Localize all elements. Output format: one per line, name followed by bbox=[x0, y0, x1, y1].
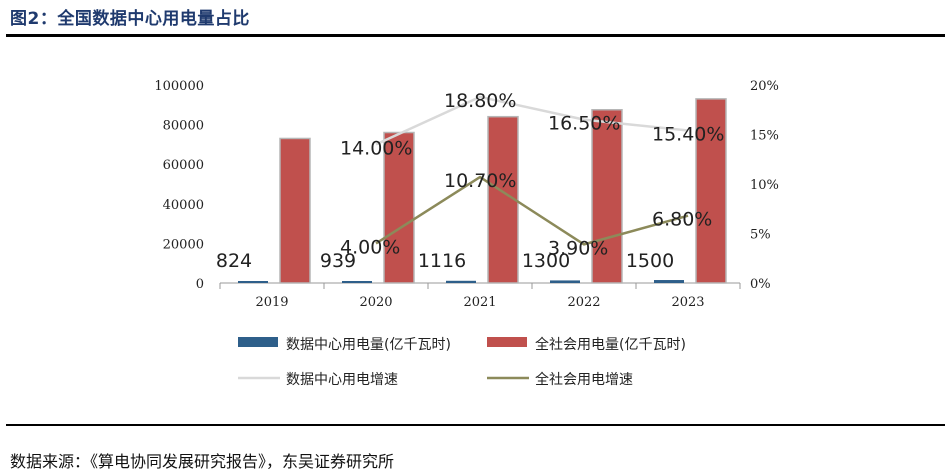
y-right-tick-label: 0% bbox=[750, 277, 771, 292]
top-rule bbox=[6, 34, 945, 37]
legend-swatch bbox=[238, 337, 278, 347]
total-bar bbox=[279, 137, 311, 284]
total-growth-label: 10.70% bbox=[444, 170, 516, 192]
datacenter-value-label: 1500 bbox=[626, 250, 674, 272]
datacenter-growth-line bbox=[375, 95, 689, 146]
legend-label: 数据中心用电增速 bbox=[286, 372, 398, 388]
x-tick-label: 2021 bbox=[463, 295, 496, 310]
legend-swatch bbox=[487, 337, 527, 347]
datacenter-value-label: 1300 bbox=[522, 250, 570, 272]
y-left-tick-label: 20000 bbox=[163, 237, 204, 252]
total-growth-label: 4.00% bbox=[340, 236, 400, 258]
legend-label: 数据中心用电量(亿千瓦时) bbox=[286, 337, 451, 353]
datacenter-value-label: 1116 bbox=[418, 250, 466, 272]
datacenter-bar bbox=[238, 281, 268, 283]
source-note: 数据来源：《算电协同发展研究报告》，东吴证券研究所 bbox=[10, 452, 395, 471]
total-bar bbox=[695, 98, 727, 284]
x-tick-label: 2022 bbox=[567, 295, 600, 310]
y-left-tick-label: 60000 bbox=[163, 158, 204, 173]
y-left-tick-label: 80000 bbox=[163, 119, 204, 134]
x-tick-label: 2019 bbox=[255, 295, 288, 310]
datacenter-bar bbox=[550, 280, 580, 283]
total-growth-label: 3.90% bbox=[548, 237, 608, 259]
total-growth-line bbox=[375, 175, 689, 246]
y-right-tick-label: 10% bbox=[750, 178, 779, 193]
chart: 0 20000 40000 60000 80000 100000 0% 5% 10% 15% 20%… bbox=[154, 79, 779, 388]
datacenter-value-label: 824 bbox=[216, 250, 252, 272]
datacenter-bar bbox=[342, 281, 372, 283]
y-left-tick-label: 40000 bbox=[163, 198, 204, 213]
datacenter-growth-label: 14.00% bbox=[340, 137, 412, 159]
y-left-tick-label: 0 bbox=[196, 277, 204, 292]
x-tick-label: 2023 bbox=[671, 295, 704, 310]
legend-label: 全社会用电增速 bbox=[535, 371, 633, 388]
datacenter-growth-label: 18.80% bbox=[444, 90, 516, 112]
datacenter-bar bbox=[446, 280, 476, 283]
x-tick-label: 2020 bbox=[359, 295, 392, 310]
figure-title: 图2：全国数据中心用电量占比 bbox=[10, 9, 250, 29]
datacenter-value-label: 939 bbox=[320, 250, 356, 272]
y-left-tick-label: 100000 bbox=[154, 79, 204, 94]
datacenter-growth-label: 16.50% bbox=[548, 113, 620, 135]
legend-label: 全社会用电量(亿千瓦时) bbox=[535, 336, 686, 353]
bottom-rule bbox=[6, 424, 945, 426]
total-growth-label: 6.80% bbox=[652, 209, 712, 231]
total-bar bbox=[591, 109, 623, 284]
y-right-tick-label: 5% bbox=[750, 228, 771, 243]
y-right-tick-label: 20% bbox=[750, 79, 779, 94]
datacenter-bar bbox=[654, 280, 684, 283]
y-right-tick-label: 15% bbox=[750, 129, 779, 144]
datacenter-growth-label: 15.40% bbox=[652, 124, 724, 146]
